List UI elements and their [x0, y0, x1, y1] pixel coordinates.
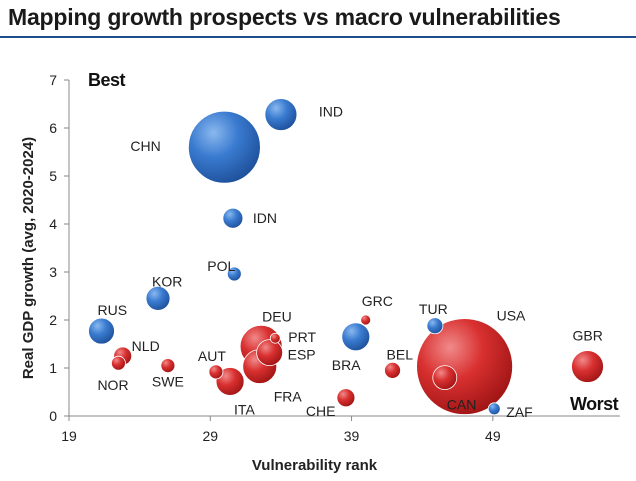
y-tick-label: 3	[49, 264, 57, 280]
y-axis-title: Real GDP growth (avg, 2020-2024)	[20, 137, 37, 379]
y-tick-label: 1	[49, 360, 57, 376]
x-tick-label: 29	[202, 428, 218, 444]
x-tick-label: 19	[61, 428, 77, 444]
x-tick-label: 49	[485, 428, 501, 444]
bubble-label-prt: PRT	[288, 329, 316, 345]
bubble-label-esp: ESP	[288, 347, 316, 363]
bubble-prt	[269, 332, 281, 344]
bubble-usa	[416, 318, 513, 415]
y-tick-label: 6	[49, 120, 57, 136]
bubble-label-idn: IDN	[253, 210, 277, 226]
bubble-can	[432, 365, 458, 391]
bubble-ita	[215, 367, 245, 396]
bubble-label-rus: RUS	[97, 302, 127, 318]
bubble-label-zaf: ZAF	[506, 404, 532, 420]
bubble-bra	[341, 322, 371, 352]
bubble-label-bel: BEL	[387, 346, 414, 362]
bubble-bel	[384, 361, 401, 379]
bubble-pol	[226, 266, 242, 282]
bubble-label-nld: NLD	[132, 338, 160, 354]
bubble-label-usa: USA	[497, 308, 526, 324]
y-tick-label: 4	[49, 216, 57, 232]
bubble-kor	[145, 285, 171, 311]
worst-annotation: Worst	[570, 394, 619, 414]
y-tick-label: 2	[49, 312, 57, 328]
bubble-zaf	[487, 402, 501, 416]
bubble-idn	[222, 207, 244, 229]
bubble-ind	[264, 98, 298, 131]
bubble-label-can: CAN	[447, 397, 477, 413]
x-tick-label: 39	[344, 428, 360, 444]
bubble-chn	[188, 110, 261, 184]
bubble-label-che: CHE	[306, 403, 336, 419]
bubble-label-tur: TUR	[419, 301, 448, 317]
bubble-rus	[88, 317, 115, 345]
bubble-nor	[111, 355, 126, 371]
bubble-esp	[256, 339, 284, 367]
bubble-label-pol: POL	[207, 258, 235, 274]
bubble-label-kor: KOR	[152, 273, 182, 289]
bubble-label-ita: ITA	[234, 401, 255, 417]
bubble-gbr	[571, 350, 604, 383]
bubble-label-swe: SWE	[152, 374, 184, 390]
bubble-label-bra: BRA	[332, 357, 361, 373]
y-tick-label: 5	[49, 168, 57, 184]
title-divider	[0, 36, 636, 38]
bubble-label-chn: CHN	[130, 138, 160, 154]
bubble-label-grc: GRC	[362, 293, 393, 309]
y-tick-label: 7	[49, 72, 57, 88]
bubble-aut	[208, 364, 224, 380]
bubble-swe	[160, 358, 176, 374]
bubble-label-aut: AUT	[198, 348, 226, 364]
x-axis-title: Vulnerability rank	[252, 457, 378, 474]
bubble-label-deu: DEU	[262, 308, 292, 324]
bubble-che	[336, 388, 356, 408]
page-title: Mapping growth prospects vs macro vulner…	[8, 4, 561, 30]
bubble-label-gbr: GBR	[573, 328, 603, 344]
y-tick-label: 0	[49, 408, 57, 424]
bubble-label-ind: IND	[319, 104, 343, 120]
bubble-label-nor: NOR	[97, 377, 128, 393]
bubble-tur	[426, 317, 444, 335]
bubble-label-fra: FRA	[274, 389, 303, 405]
best-annotation: Best	[88, 70, 126, 90]
bubble-grc	[360, 314, 372, 326]
